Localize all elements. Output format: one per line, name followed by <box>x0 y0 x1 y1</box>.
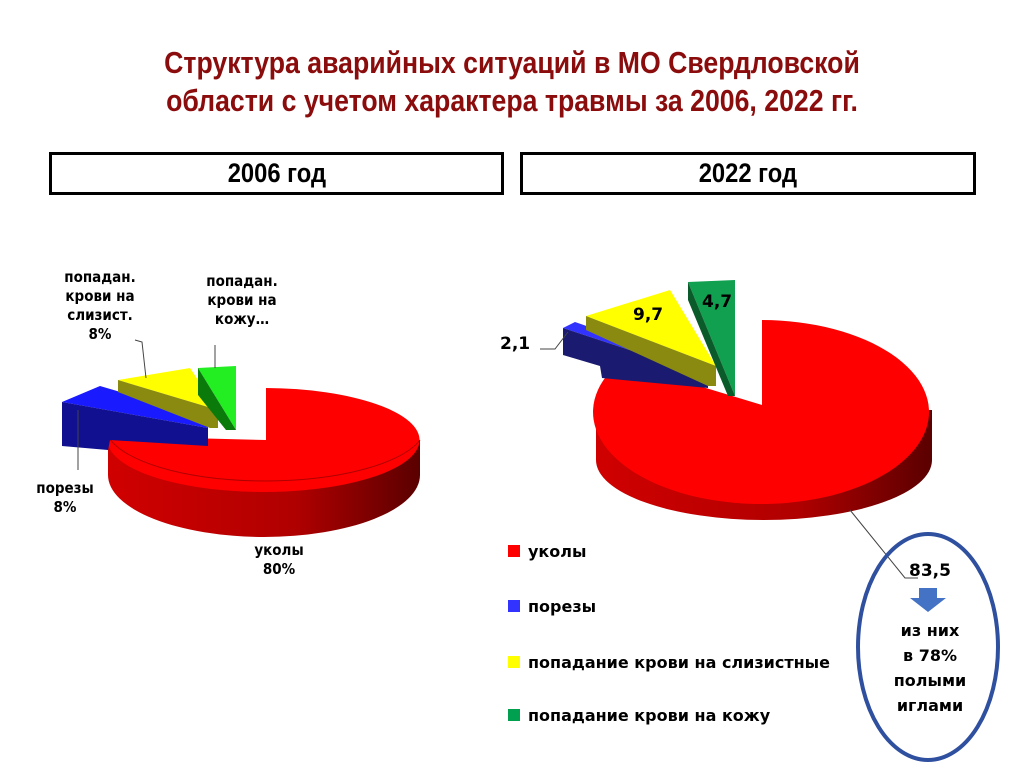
label-2006-pricks: уколы 80% <box>254 541 304 578</box>
title-line-1: Структура аварийных ситуаций в МО Свердл… <box>164 45 860 80</box>
title-line-2: области с учетом характера травмы за 200… <box>166 83 858 118</box>
legend-item-mucosa: попадание крови на слизистные <box>508 653 830 672</box>
slice-2006-mucosa <box>118 368 218 410</box>
note-text: из них в 78% полыми иглами <box>893 621 967 715</box>
year-box-2006: 2006 год <box>49 152 504 195</box>
pie-2006 <box>62 339 421 537</box>
legend-swatch-red <box>508 545 520 557</box>
page-title: Структура аварийных ситуаций в МО Свердл… <box>72 44 953 120</box>
label-2022-mucosa: 9,7 <box>633 305 664 325</box>
pie-2022 <box>540 280 932 579</box>
slice-2022-pricks <box>593 320 930 504</box>
label-2022-cuts: 2,1 <box>500 334 531 354</box>
slice-2022-mucosa <box>586 290 716 366</box>
slice-2006-pricks <box>107 388 420 492</box>
legend-swatch-yellow <box>508 656 520 668</box>
slice-2022-skin <box>688 280 735 396</box>
slice-2006-skin <box>198 366 236 430</box>
legend-swatch-blue <box>508 600 520 612</box>
arrow-down-icon <box>910 588 946 612</box>
note-ellipse <box>856 532 1000 762</box>
note-value: 83,5 <box>909 561 951 581</box>
legend-swatch-green <box>508 709 520 721</box>
label-2006-mucosa: попадан. крови на слизист. 8% <box>64 268 136 343</box>
slice-2006-cuts <box>62 386 208 428</box>
label-2006-cuts: порезы 8% <box>36 479 94 516</box>
legend-item-pricks: уколы <box>508 542 586 561</box>
year-box-2022: 2022 год <box>520 152 976 195</box>
label-2006-skin: попадан. крови на кожу… <box>206 272 278 328</box>
legend-item-skin: попадание крови на кожу <box>508 706 770 725</box>
label-2022-skin: 4,7 <box>702 292 733 312</box>
legend-item-cuts: порезы <box>508 597 596 616</box>
